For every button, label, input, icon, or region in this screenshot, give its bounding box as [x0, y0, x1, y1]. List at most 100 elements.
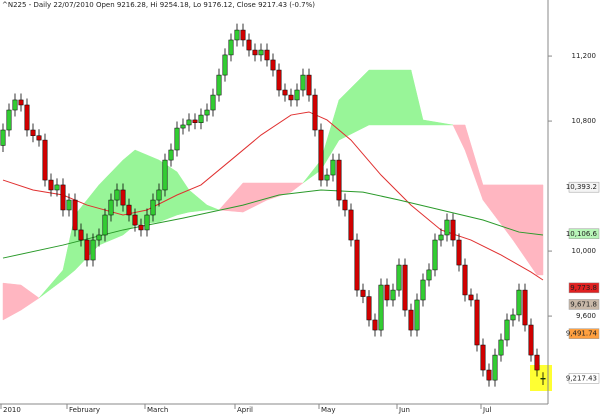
candle-body [378, 284, 384, 331]
candle-body [522, 289, 528, 326]
candle-body [114, 189, 120, 201]
candle-body [510, 314, 516, 321]
candle-body [24, 104, 30, 131]
candle-body [396, 264, 402, 291]
price-label-box [568, 181, 600, 193]
candle-body [330, 159, 336, 176]
candle-body [456, 239, 462, 266]
candle-body [420, 279, 426, 301]
moving-average [2, 111, 544, 281]
cloud-segment [290, 182, 304, 193]
candle-body [72, 199, 78, 231]
cloud-segment [368, 69, 412, 126]
price-label-box [568, 299, 600, 310]
candle-body [78, 229, 84, 241]
candle-body [426, 269, 432, 281]
candle-body [162, 159, 168, 191]
candle-body [516, 289, 522, 316]
candle-body [42, 139, 48, 181]
candle-body [288, 94, 294, 101]
candle-body [294, 89, 300, 101]
candle-body [0, 129, 6, 146]
highlight [530, 365, 552, 391]
candle-body [468, 294, 474, 301]
candle-body [384, 284, 390, 301]
candle-body [276, 69, 282, 91]
candle-body [156, 189, 162, 201]
moving-average [2, 189, 544, 259]
candle-body [486, 369, 492, 381]
cloud-segment [206, 204, 220, 211]
candle-body [84, 239, 90, 261]
candle-body [408, 309, 414, 331]
candle-body [480, 344, 486, 371]
candle-body [222, 54, 228, 76]
candle-body [144, 214, 150, 231]
x-tick-label: Jul [482, 406, 492, 414]
candle-body [240, 29, 246, 41]
candle-body [150, 199, 156, 216]
price-label: 10,393.2 [566, 183, 597, 191]
price-label: 9,217.43 [566, 374, 597, 382]
candle-body [540, 378, 546, 380]
candle-body [66, 199, 72, 211]
candle-body [366, 296, 372, 321]
candle-body [30, 129, 36, 136]
candle-body [504, 319, 510, 341]
candle-body [336, 159, 342, 201]
candle-body [168, 149, 174, 161]
candle-body [198, 114, 204, 123]
price-label-box [568, 228, 600, 240]
price-label: 9,491.74 [566, 330, 598, 338]
candle-body [192, 119, 198, 123]
candle-body [258, 49, 264, 56]
candle-body [354, 239, 360, 291]
price-label: 9,773.8 [570, 284, 597, 292]
axis-layer: 9,600 10,000 10,800 11,200 10,393.2 10,106.6 9… [0, 52, 600, 414]
candle-body [318, 129, 324, 181]
candle-body [228, 39, 234, 56]
candle-body [36, 135, 42, 141]
candle-body [372, 319, 378, 331]
price-label-box [568, 282, 600, 294]
x-tick-label: February [69, 406, 100, 414]
candle-body [390, 289, 396, 301]
candle-body [444, 219, 450, 236]
candle-body [48, 179, 54, 191]
cloud-segment [422, 119, 454, 126]
candle-body [474, 299, 480, 346]
price-label: 9,671.8 [570, 300, 597, 308]
candle-body [12, 99, 18, 111]
candle-body [528, 324, 534, 356]
candle-body [132, 214, 138, 226]
cloud-segment [536, 184, 544, 276]
candle-body [216, 74, 222, 96]
candle-body [108, 199, 114, 216]
candle-body [360, 289, 366, 297]
cloud-segment [20, 284, 40, 311]
candle-body [450, 219, 456, 241]
candle-body [174, 127, 180, 151]
x-tick-label: 2010 [3, 406, 21, 414]
candle-body [102, 214, 108, 236]
candle-layer [0, 23, 546, 387]
candle-body [18, 99, 24, 106]
candle-body [180, 124, 186, 129]
candle-body [498, 339, 504, 356]
candle-body [210, 94, 216, 111]
candle-body [6, 109, 12, 131]
candle-body [306, 74, 312, 96]
chart-title: ^N225 - Daily 22/07/2010 Open 9216.28, H… [2, 1, 315, 9]
candle-body [204, 109, 210, 116]
candle-body [90, 239, 96, 261]
candle-body [282, 89, 288, 96]
price-label-box [568, 373, 600, 384]
price-label-box [568, 328, 600, 339]
y-tick-label: 11,200 [572, 52, 597, 60]
candle-body [60, 184, 66, 211]
candle-body [414, 299, 420, 331]
candle-body [492, 354, 498, 381]
x-tick-label: Jun [398, 406, 410, 414]
price-label: 10,106.6 [566, 230, 598, 238]
